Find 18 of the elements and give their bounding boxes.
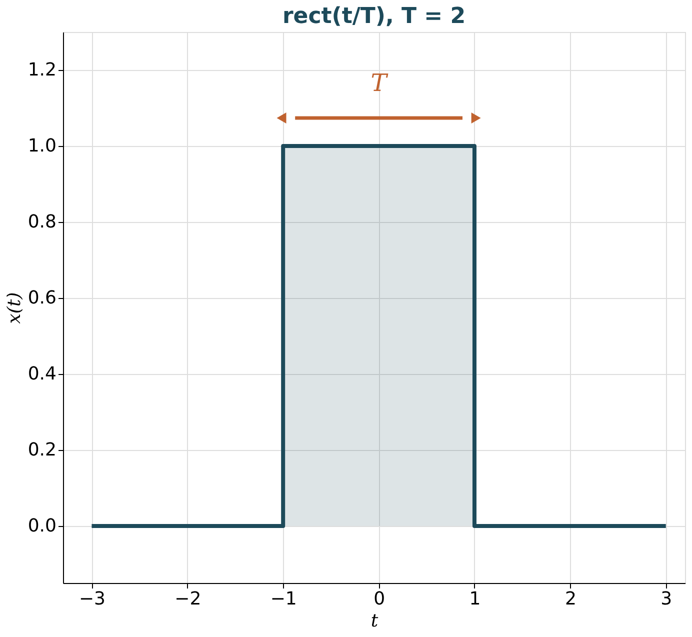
y-tick-label: 0.4	[28, 364, 56, 384]
x-tick-label: −3	[78, 588, 106, 610]
x-tick-label: 0	[374, 588, 386, 610]
y-tick-label: 1.0	[28, 136, 56, 156]
y-tick-label: 0.0	[28, 516, 56, 536]
chart-title: rect(t/T), T = 2	[282, 4, 466, 29]
y-tick-label: 0.6	[28, 288, 56, 308]
x-tick-label: 2	[564, 588, 576, 610]
y-tick-label: 0.2	[28, 440, 56, 460]
x-tick-label: 3	[660, 588, 672, 610]
x-tick-label: 1	[469, 588, 481, 610]
y-tick-label: 0.8	[28, 212, 56, 232]
y-axis-title: x(t)	[4, 292, 25, 324]
annotation: T	[370, 69, 389, 97]
x-tick-label: −1	[270, 588, 297, 610]
x-axis-title: t	[370, 610, 379, 632]
y-tick-label: 1.2	[28, 60, 56, 80]
x-tick-label: −2	[174, 588, 202, 610]
